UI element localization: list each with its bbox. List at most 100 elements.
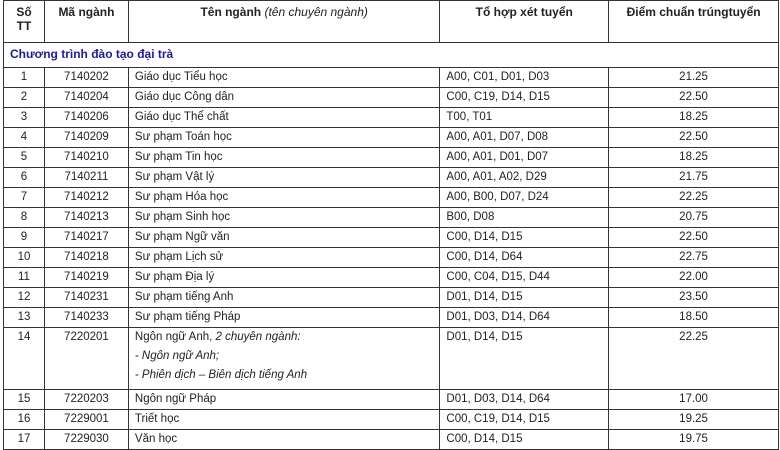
cell-ten-nganh: Giáo dục Tiểu học: [127, 67, 441, 88]
cell-diem-chuan: 22.25: [608, 327, 779, 390]
cell-to-hop: D01, D14, D15: [439, 327, 610, 390]
cell-to-hop: C00, D14, D15: [439, 227, 610, 248]
cell-ma-nganh: 7140217: [43, 227, 129, 248]
cell-ten-nganh: Sư phạm Địa lý: [127, 267, 441, 288]
cell-to-hop: C00, D14, D64: [439, 247, 610, 268]
cell-to-hop: C00, D14, D15: [439, 429, 610, 450]
cell-to-hop: B00, D08: [439, 207, 610, 228]
cell-to-hop: C00, C19, D14, D15: [439, 409, 610, 430]
cell-ten-nganh: Sư phạm Tin học: [127, 147, 441, 168]
header-ma-nganh: Mã ngành: [43, 0, 129, 43]
header-to-hop: Tổ hợp xét tuyển: [439, 0, 610, 43]
cell-stt: 5: [3, 147, 45, 168]
cell-diem-chuan: 19.25: [608, 409, 779, 430]
cell-diem-chuan: 19.75: [608, 429, 779, 450]
cell-to-hop: T00, T01: [439, 107, 610, 128]
header-ten-italic: (tên chuyên ngành): [264, 5, 368, 19]
cell-ten-nganh: Sư phạm Ngữ văn: [127, 227, 441, 248]
cell-ten-nganh: Sư phạm Hóa học: [127, 187, 441, 208]
table-row: 9 7140217 Sư phạm Ngữ văn C00, D14, D15 22.5…: [3, 227, 779, 248]
cell-ma-nganh: 7140211: [43, 167, 129, 188]
cell-stt: 3: [3, 107, 45, 128]
cell-ma-nganh: 7140206: [43, 107, 129, 128]
cell-diem-chuan: 22.25: [608, 187, 779, 208]
section-row: Chương trình đào tạo đại trà: [3, 42, 779, 68]
cell-ma-nganh: 7229030: [43, 429, 129, 450]
cell-ten-nganh: Giáo dục Thể chất: [127, 107, 441, 128]
cell-stt: 7: [3, 187, 45, 208]
cell-ten-nganh: Sư phạm Vật lý: [127, 167, 441, 188]
cell-diem-chuan: 18.25: [608, 147, 779, 168]
cell-ma-nganh: 7140209: [43, 127, 129, 148]
cell-to-hop: A00, A01, A02, D29: [439, 167, 610, 188]
cell-stt: 8: [3, 207, 45, 228]
cell-stt: 11: [3, 267, 45, 288]
cell-diem-chuan: 23.50: [608, 287, 779, 308]
cell-ten-nganh: Giáo dục Công dân: [127, 87, 441, 108]
table-row: 16 7229001 Triết học C00, C19, D14, D15 19.2…: [3, 409, 779, 430]
ten-main: Ngôn ngữ Anh,: [134, 331, 213, 343]
table-row: 4 7140209 Sư phạm Toán học A00, A01, D07, D…: [3, 127, 779, 148]
cell-stt: 9: [3, 227, 45, 248]
cell-diem-chuan: 18.25: [608, 107, 779, 128]
cell-stt: 1: [3, 67, 45, 88]
header-diem-chuan: Điểm chuẩn trúngtuyển: [608, 0, 779, 43]
table-row: 7 7140212 Sư phạm Hóa học A00, B00, D07, D2…: [3, 187, 779, 208]
cell-diem-chuan: 21.25: [608, 67, 779, 88]
cell-ma-nganh: 7140210: [43, 147, 129, 168]
cell-stt: 17: [3, 429, 45, 450]
cell-ma-nganh: 7140212: [43, 187, 129, 208]
section-title: Chương trình đào tạo đại trà: [3, 42, 779, 68]
cell-stt: 15: [3, 389, 45, 410]
table-row: 3 7140206 Giáo dục Thể chất T00, T01 18.25: [3, 107, 779, 128]
cell-ten-nganh: Sư phạm tiếng Pháp: [127, 307, 441, 328]
cell-stt: 4: [3, 127, 45, 148]
cell-stt: 12: [3, 287, 45, 308]
cell-ma-nganh: 7220201: [43, 327, 129, 390]
header-stt: Số TT: [3, 0, 45, 43]
cell-ten-nganh: Ngôn ngữ Anh, 2 chuyên ngành: - Ngôn ngữ …: [127, 327, 441, 390]
table-row: 2 7140204 Giáo dục Công dân C00, C19, D14, …: [3, 87, 779, 108]
cell-stt: 16: [3, 409, 45, 430]
cell-ten-nganh: Sư phạm tiếng Anh: [127, 287, 441, 308]
cell-ma-nganh: 7140202: [43, 67, 129, 88]
header-ten-text: Tên ngành: [200, 5, 262, 19]
cell-to-hop: A00, A01, D01, D07: [439, 147, 610, 168]
table-row: 11 7140219 Sư phạm Địa lý C00, C04, D15, D4…: [3, 267, 779, 288]
cell-ma-nganh: 7220203: [43, 389, 129, 410]
cell-ma-nganh: 7140231: [43, 287, 129, 308]
cell-to-hop: A00, A01, D07, D08: [439, 127, 610, 148]
cell-stt: 10: [3, 247, 45, 268]
table-row: 5 7140210 Sư phạm Tin học A00, A01, D01, D0…: [3, 147, 779, 168]
cell-ten-nganh: Sư phạm Lịch sử: [127, 247, 441, 268]
cell-ma-nganh: 7140218: [43, 247, 129, 268]
cell-ten-nganh: Triết học: [127, 409, 441, 430]
header-row: Số TT Mã ngành Tên ngành (tên chuyên ngà…: [3, 0, 779, 43]
cell-stt: 14: [3, 327, 45, 390]
cell-ma-nganh: 7140213: [43, 207, 129, 228]
cell-ma-nganh: 7140204: [43, 87, 129, 108]
cell-to-hop: C00, C04, D15, D44: [439, 267, 610, 288]
cell-diem-chuan: 20.75: [608, 207, 779, 228]
table-row: 14 7220201 Ngôn ngữ Anh, 2 chuyên ngành: - …: [3, 327, 779, 390]
table-row: 13 7140233 Sư phạm tiếng Pháp D01, D03, D14…: [3, 307, 779, 328]
cell-to-hop: C00, C19, D14, D15: [439, 87, 610, 108]
table-row: 15 7220203 Ngôn ngữ Pháp D01, D03, D14, D64…: [3, 389, 779, 410]
table-row: 1 7140202 Giáo dục Tiểu học A00, C01, D01, …: [3, 67, 779, 88]
cell-to-hop: A00, C01, D01, D03: [439, 67, 610, 88]
table-row: 17 7229030 Văn học C00, D14, D15 19.75: [3, 429, 779, 450]
cell-diem-chuan: 18.50: [608, 307, 779, 328]
cell-ten-nganh: Sư phạm Toán học: [127, 127, 441, 148]
table-row: 12 7140231 Sư phạm tiếng Anh D01, D14, D15 2…: [3, 287, 779, 308]
cell-diem-chuan: 21.75: [608, 167, 779, 188]
ten-italic: 2 chuyên ngành:: [215, 331, 301, 343]
cell-diem-chuan: 22.50: [608, 87, 779, 108]
cell-to-hop: A00, B00, D07, D24: [439, 187, 610, 208]
header-ten-nganh: Tên ngành (tên chuyên ngành): [127, 0, 441, 43]
cell-diem-chuan: 22.50: [608, 127, 779, 148]
chuyen-nganh-item: - Ngôn ngữ Anh;: [134, 350, 220, 362]
cell-ten-nganh: Ngôn ngữ Pháp: [127, 389, 441, 410]
table-row: 10 7140218 Sư phạm Lịch sử C00, D14, D64 22.…: [3, 247, 779, 268]
cell-diem-chuan: 22.75: [608, 247, 779, 268]
cell-to-hop: D01, D03, D14, D64: [439, 307, 610, 328]
